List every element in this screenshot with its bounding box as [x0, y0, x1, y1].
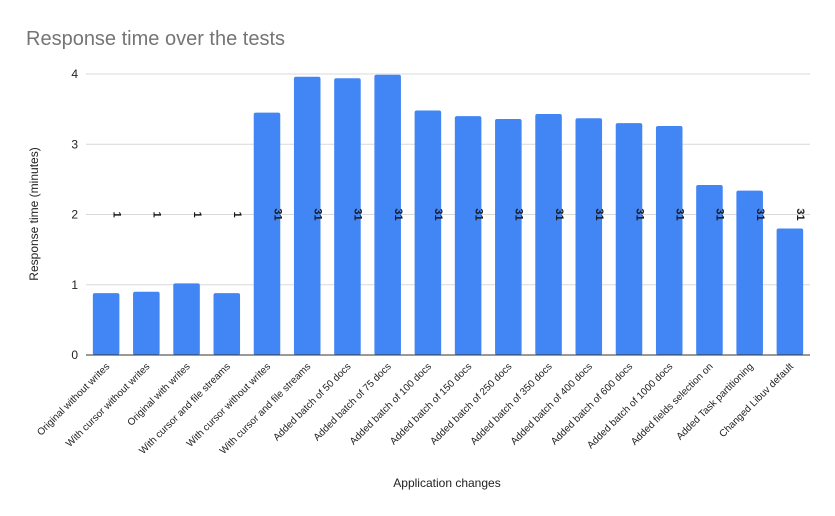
y-tick-label: 3 — [71, 137, 78, 151]
data-label: 31 — [432, 208, 444, 220]
x-tick-label: Added batch of 400 docs — [509, 361, 595, 447]
data-labels: 1 1 1 1 31 31 31 31 31 31 31 31 31 31 31 31 31 31 — [110, 208, 806, 220]
bar — [92, 293, 120, 355]
data-label: 31 — [754, 208, 766, 220]
data-label: 31 — [271, 208, 283, 220]
x-tick-label: Changed Libuv default — [717, 361, 796, 440]
data-label: 31 — [472, 208, 484, 220]
bar — [374, 74, 401, 355]
data-label: 1 — [151, 211, 163, 217]
bar — [696, 184, 723, 355]
data-label: 31 — [714, 208, 726, 220]
x-tick-label: Added fields selection on — [629, 361, 715, 447]
data-label: 31 — [352, 208, 364, 220]
x-tick-label: Added batch of 600 docs — [549, 361, 635, 447]
bar — [655, 125, 683, 355]
x-tick-label: Added batch of 150 docs — [388, 361, 474, 447]
data-label: 31 — [311, 208, 323, 220]
bar — [535, 114, 562, 355]
x-tick-label: With cursor without writes — [185, 361, 273, 449]
x-tick-label: Added batch of 75 docs — [312, 361, 394, 443]
gridlines — [86, 73, 810, 286]
y-tick-label: 4 — [71, 67, 78, 81]
x-tick-label: Added batch of 250 docs — [428, 361, 514, 447]
bar — [495, 118, 522, 356]
chart-title: Response time over the tests — [26, 28, 285, 50]
bar — [293, 76, 321, 355]
bar — [253, 112, 281, 355]
x-tick-label: Added batch of 100 docs — [348, 361, 434, 447]
data-label: 31 — [392, 208, 404, 220]
y-tick-label: 2 — [71, 208, 78, 222]
bar — [615, 123, 643, 355]
y-axis-title: Response time (minutes) — [27, 147, 41, 280]
bar — [133, 291, 160, 355]
y-axis-ticks: 0 1 2 3 4 — [71, 67, 78, 362]
data-label: 31 — [794, 208, 806, 220]
bar — [776, 228, 804, 355]
data-label: 31 — [553, 208, 565, 220]
y-tick-label: 0 — [71, 348, 78, 362]
x-tick-label: Added Task partitioning — [675, 361, 756, 442]
data-label: 31 — [673, 208, 685, 220]
x-tick-label: With cursor without writes — [64, 361, 152, 449]
bar — [575, 118, 603, 355]
data-label: 1 — [231, 211, 243, 217]
y-tick-label: 1 — [71, 278, 78, 292]
bar — [454, 116, 482, 356]
x-tick-label: Original without writes — [35, 361, 112, 438]
x-tick-label: Added batch of 350 docs — [469, 361, 555, 447]
data-label: 31 — [513, 208, 525, 220]
bar — [334, 78, 361, 355]
x-tick-label: Added batch of 50 docs — [271, 361, 353, 443]
data-label: 1 — [110, 211, 122, 217]
bar — [213, 293, 241, 355]
bars — [92, 74, 804, 356]
data-label: 31 — [593, 208, 605, 220]
bar — [414, 110, 442, 355]
data-label: 31 — [633, 208, 645, 220]
bar — [736, 190, 763, 355]
bar — [173, 283, 200, 355]
x-axis-title: Application changes — [393, 476, 500, 490]
data-label: 1 — [191, 211, 203, 217]
